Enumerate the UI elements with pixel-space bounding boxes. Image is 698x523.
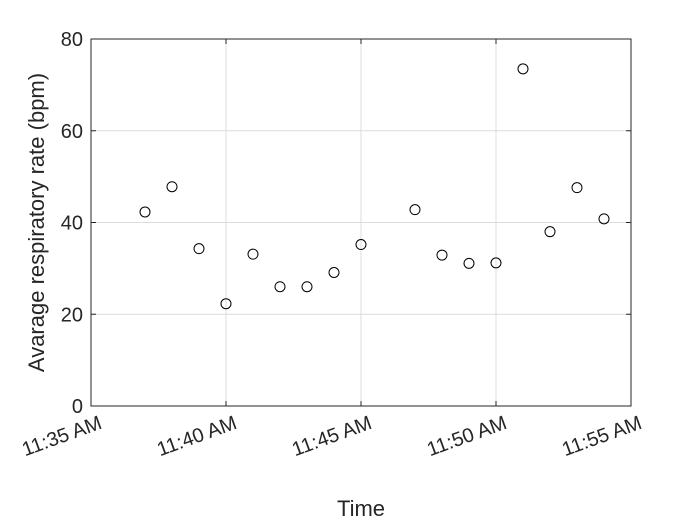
grid-lines bbox=[91, 39, 631, 406]
y-axis-title: Avarage respiratory rate (bpm) bbox=[24, 73, 49, 372]
data-point bbox=[571, 182, 583, 194]
y-tick-label: 80 bbox=[61, 29, 83, 51]
y-tick-label: 40 bbox=[61, 213, 83, 235]
data-point bbox=[193, 243, 205, 255]
y-tick-label: 60 bbox=[61, 121, 83, 143]
x-tick-label: 11:50 AM bbox=[424, 412, 510, 461]
x-axis-title: Time bbox=[337, 496, 385, 521]
data-point bbox=[409, 204, 421, 216]
data-point bbox=[247, 248, 259, 260]
data-point bbox=[598, 213, 610, 225]
y-tick-label: 20 bbox=[61, 304, 83, 326]
tick-marks bbox=[90, 38, 632, 407]
data-point bbox=[301, 281, 313, 293]
data-points bbox=[139, 63, 610, 310]
data-point bbox=[463, 257, 475, 269]
data-point bbox=[274, 281, 286, 293]
y-tick-labels: 0 20 40 60 80 bbox=[61, 29, 83, 418]
data-point bbox=[166, 181, 178, 193]
x-tick-label: 11:40 AM bbox=[154, 412, 240, 461]
x-tick-labels: 11:35 AM 11:40 AM 11:45 AM 11:50 AM 11:55 AM bbox=[19, 412, 645, 461]
data-point bbox=[436, 249, 448, 261]
y-tick-label: 0 bbox=[72, 396, 83, 418]
data-point bbox=[139, 206, 151, 218]
data-point bbox=[517, 63, 529, 75]
data-point bbox=[328, 267, 340, 279]
x-tick-label: 11:35 AM bbox=[19, 412, 105, 461]
x-tick-label: 11:55 AM bbox=[559, 412, 645, 461]
data-point bbox=[220, 298, 232, 310]
data-point bbox=[490, 257, 502, 269]
data-point bbox=[544, 226, 556, 238]
data-point bbox=[355, 239, 367, 251]
x-tick-label: 11:45 AM bbox=[289, 412, 375, 461]
